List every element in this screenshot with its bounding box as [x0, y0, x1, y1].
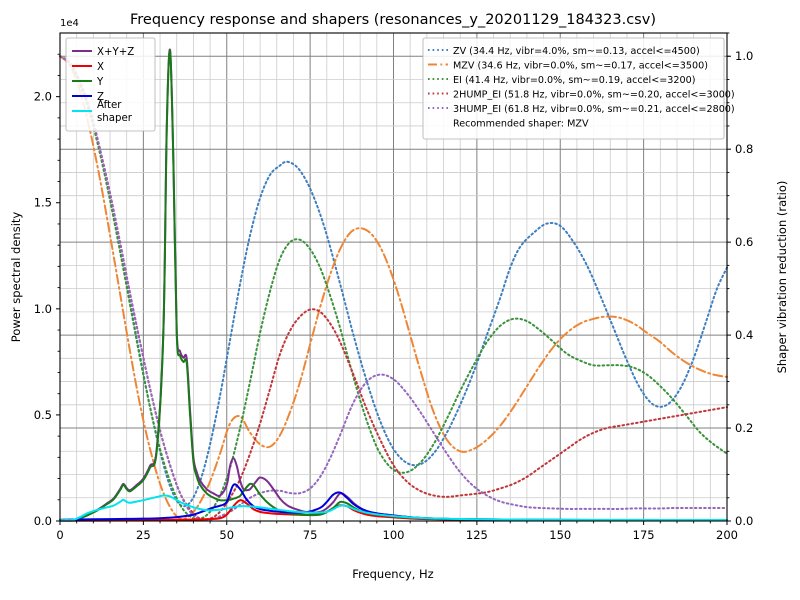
- y-tick-label: 0.5: [34, 408, 52, 422]
- psd-legend-box: [65, 37, 156, 132]
- legend-label-after-shaper[interactable]: After: [97, 100, 122, 111]
- y-tick-right-label: 0.8: [735, 142, 753, 156]
- shaper-curve-3hump_ei: [59, 55, 728, 522]
- axis-ticks: 0 25 50 75 100 125 150 175 2000.00.51.01.52.00.0…: [34, 32, 753, 542]
- legend-label-zv[interactable]: ZV (34.4 Hz, vibr=4.0%, sm~=0.13, accel<…: [453, 46, 700, 57]
- x-tick-label: 100: [383, 528, 405, 542]
- legend-label-z[interactable]: Z: [97, 92, 104, 103]
- y-axis-label: Power spectral density: [9, 212, 23, 343]
- y-tick-right-label: 0.2: [735, 421, 753, 435]
- psd-curve-y: [59, 49, 728, 522]
- legend-label-after-shaper-2[interactable]: shaper: [97, 113, 133, 124]
- x-tick-label: 200: [716, 528, 738, 542]
- y-tick-label: 2.0: [34, 90, 52, 104]
- shaper-curve-zv: [59, 55, 728, 508]
- x-tick-label: 25: [136, 528, 151, 542]
- psd-curve-after-shaper: [59, 494, 728, 522]
- legend-label-ei[interactable]: EI (41.4 Hz, vibr=0.0%, sm~=0.19, accel<…: [453, 75, 695, 86]
- y-tick-label: 1.5: [34, 196, 52, 210]
- shaper-legend-box: [422, 37, 725, 140]
- legend-label-y[interactable]: Y: [96, 77, 104, 88]
- legend-label-x[interactable]: X: [97, 62, 104, 73]
- y-axis-offset-label: 1e4: [60, 18, 79, 29]
- x-tick-label: 125: [466, 528, 488, 542]
- chart-title: Frequency response and shapers (resonanc…: [130, 12, 656, 28]
- y-tick-label: 1.0: [34, 302, 52, 316]
- legend-label-mzv[interactable]: MZV (34.6 Hz, vibr=0.0%, sm~=0.17, accel…: [453, 61, 708, 72]
- recommended-shaper-note: Recommended shaper: MZV: [453, 119, 589, 130]
- x-tick-label: 150: [549, 528, 571, 542]
- legend-label-x-y-z[interactable]: X+Y+Z: [97, 47, 134, 58]
- y-tick-right-label: 0.4: [735, 328, 753, 342]
- y-tick-right-label: 0.0: [735, 514, 753, 528]
- shaper-legend[interactable]: ZV (34.4 Hz, vibr=4.0%, sm~=0.13, accel<…: [422, 37, 735, 140]
- x-tick-label: 0: [56, 528, 63, 542]
- x-tick-label: 75: [303, 528, 318, 542]
- legend-label-2hump_ei[interactable]: 2HUMP_EI (51.8 Hz, vibr=0.0%, sm~=0.20, …: [453, 90, 735, 101]
- x-tick-label: 175: [633, 528, 655, 542]
- legend-label-3hump_ei[interactable]: 3HUMP_EI (61.8 Hz, vibr=0.0%, sm~=0.21, …: [453, 104, 735, 115]
- y-axis-label-right: Shaper vibration reduction (ratio): [775, 181, 789, 374]
- x-tick-label: 50: [219, 528, 234, 542]
- shaper-curve-mzv: [59, 55, 728, 521]
- y-tick-right-label: 0.6: [735, 235, 753, 249]
- y-tick-right-label: 1.0: [735, 49, 753, 63]
- x-axis-label: Frequency, Hz: [352, 567, 433, 581]
- plot-lines: [59, 48, 728, 522]
- y-tick-label: 0.0: [34, 514, 52, 528]
